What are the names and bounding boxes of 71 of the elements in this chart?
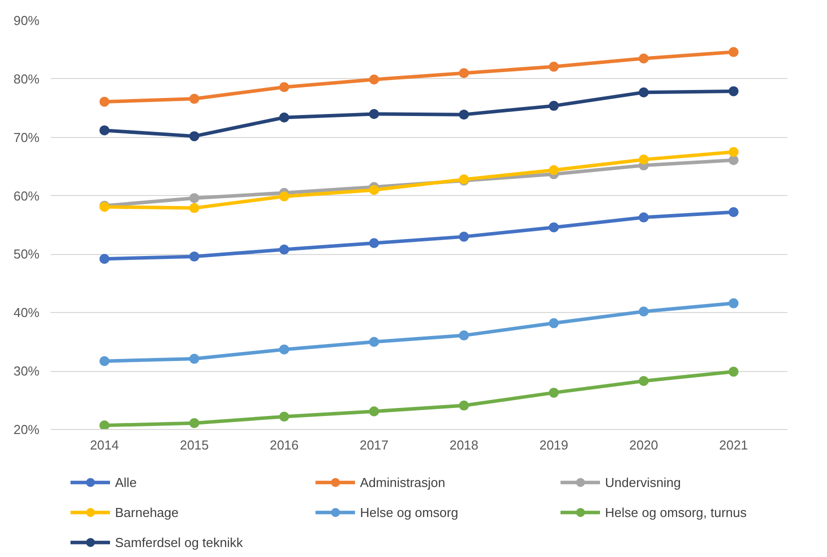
point: [638, 376, 649, 386]
y-tick-label: 80%: [13, 71, 40, 86]
y-tick-label: 90%: [13, 13, 40, 28]
point: [728, 146, 739, 157]
point: [458, 110, 469, 120]
point: [548, 62, 559, 72]
point: [548, 222, 559, 232]
legend-label: Barnehage: [115, 504, 180, 520]
point: [279, 244, 290, 255]
point: [458, 400, 469, 411]
x-tick-label: 2020: [629, 438, 658, 452]
point: [728, 47, 739, 58]
x-tick-label: 2016: [270, 438, 299, 452]
point: [279, 191, 290, 202]
point: [638, 53, 649, 64]
point: [369, 108, 380, 119]
point: [189, 203, 200, 214]
point: [99, 125, 110, 136]
point: [638, 306, 649, 316]
legend-label: Helse og omsorg: [360, 504, 460, 520]
point: [99, 356, 110, 366]
point: [279, 112, 290, 122]
x-tick-label: 2015: [180, 438, 209, 452]
x-tick-label: 2014: [90, 438, 119, 452]
point: [728, 155, 739, 166]
point: [369, 74, 380, 85]
x-tick-label: 2017: [360, 438, 389, 452]
point: [189, 418, 200, 428]
y-tick-label: 50%: [13, 246, 40, 262]
point: [189, 94, 200, 104]
y-tick-label: 30%: [13, 364, 40, 379]
point: [458, 330, 469, 340]
x-tick-label: 2018: [449, 438, 478, 452]
point: [638, 212, 649, 222]
point: [279, 82, 290, 92]
point: [548, 388, 559, 398]
x-tick-label: 2019: [539, 438, 568, 452]
point: [279, 412, 290, 422]
y-tick-label: 20%: [13, 422, 40, 437]
legend-label: Undervisning: [605, 474, 682, 490]
point: [99, 96, 110, 107]
point: [369, 336, 380, 347]
point: [548, 165, 559, 176]
point: [548, 318, 559, 328]
point: [189, 354, 200, 364]
legend-label: Alle: [115, 474, 138, 490]
y-tick-label: 60%: [13, 188, 40, 204]
point: [728, 298, 739, 308]
point: [189, 131, 200, 142]
point: [189, 252, 200, 262]
point: [638, 154, 649, 165]
point: [189, 193, 200, 204]
point: [369, 238, 380, 248]
legend-label: Samferdsel og teknikk: [115, 534, 244, 550]
point: [458, 232, 469, 242]
point: [369, 406, 380, 416]
point: [728, 207, 739, 218]
point: [728, 366, 739, 377]
point: [99, 420, 110, 430]
legend-label: Administrasjon: [360, 474, 446, 490]
y-tick-label: 70%: [13, 130, 40, 145]
point: [99, 254, 110, 264]
point: [369, 184, 380, 195]
point: [458, 68, 469, 78]
y-tick-label: 40%: [13, 305, 40, 320]
point: [548, 100, 559, 111]
legend-label: Helse og omsorg, turnus: [605, 504, 748, 520]
point: [638, 87, 649, 98]
point: [728, 86, 739, 96]
point: [279, 344, 290, 354]
x-tick-label: 2021: [719, 438, 748, 452]
